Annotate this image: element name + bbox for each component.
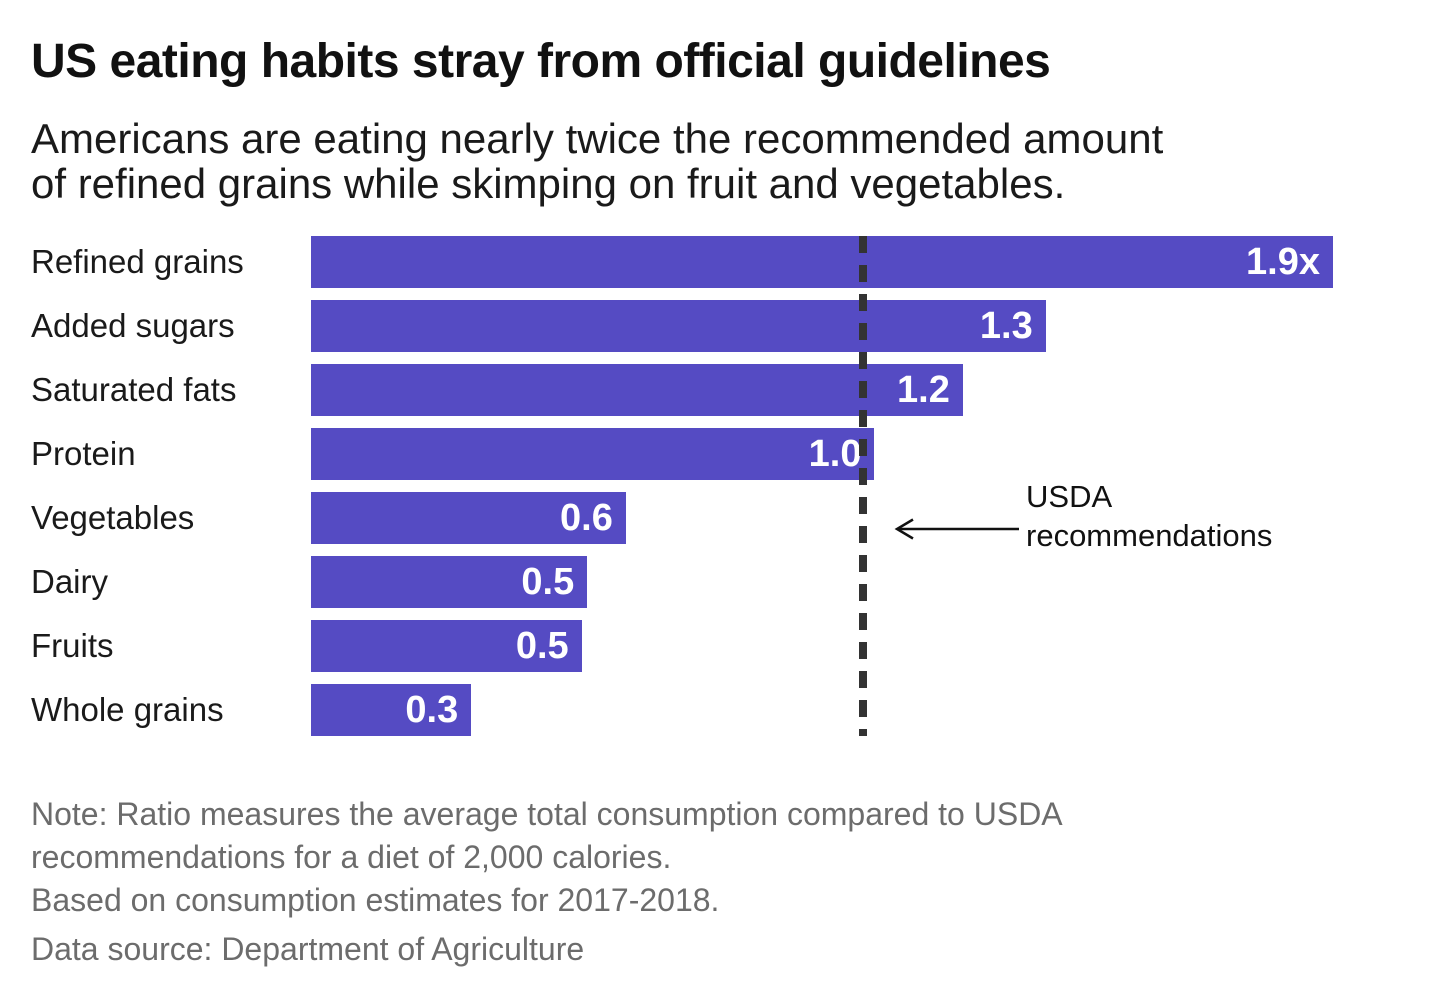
bar-track: 1.3 <box>311 300 1333 352</box>
bar-value-label: 0.5 <box>515 625 569 667</box>
category-label: Refined grains <box>31 243 244 280</box>
bar: 0.3 <box>311 684 472 736</box>
bar-value-label: 1.0 <box>808 433 862 475</box>
bar-chart: Refined grains 1.9x Added sugars 1.3 Saturat… <box>31 236 1410 736</box>
bar-value-label: 0.5 <box>521 561 575 603</box>
bar: 1.9x <box>311 236 1333 288</box>
category-label: Fruits <box>31 627 114 664</box>
chart-title: US eating habits stray from official gui… <box>31 35 1051 88</box>
category-label: Vegetables <box>31 499 195 536</box>
bar: 0.5 <box>311 620 582 672</box>
subtitle-line: of refined grains while skimping on frui… <box>31 160 1066 207</box>
category-label: Whole grains <box>31 691 224 728</box>
chart-rows: Refined grains 1.9x Added sugars 1.3 Saturat… <box>31 236 1410 736</box>
bar-value-label: 0.6 <box>560 497 613 539</box>
bar-value-label: 1.3 <box>979 305 1033 347</box>
bar-track: 1.2 <box>311 364 1333 416</box>
chart-row: Protein 1.0 <box>31 428 1410 480</box>
note-line: Note: Ratio measures the average total c… <box>31 796 1063 832</box>
category-label: Protein <box>31 435 136 472</box>
chart-subtitle: Americans are eating nearly twice the re… <box>31 116 1410 206</box>
chart-row: Refined grains 1.9x <box>31 236 1410 288</box>
bar: 1.0 <box>311 428 875 480</box>
chart-row: Vegetables 0.6 <box>31 492 1410 544</box>
subtitle-line: Americans are eating nearly twice the re… <box>31 115 1164 162</box>
bar-track: 1.9x <box>311 236 1333 288</box>
chart-notes: Note: Ratio measures the average total c… <box>31 793 1410 922</box>
bar-track: 0.6 <box>311 492 1333 544</box>
bar: 0.5 <box>311 556 588 608</box>
note-line: recommendations for a diet of 2,000 calo… <box>31 839 672 875</box>
bar: 1.2 <box>311 364 963 416</box>
chart-row: Dairy 0.5 <box>31 556 1410 608</box>
bar-value-label: 0.3 <box>405 689 459 731</box>
bar-track: 0.3 <box>311 684 1333 736</box>
chart-row: Whole grains 0.3 <box>31 684 1410 736</box>
chart-row: Added sugars 1.3 <box>31 300 1410 352</box>
bar: 1.3 <box>311 300 1046 352</box>
note-line: Based on consumption estimates for 2017-… <box>31 882 720 918</box>
chart-row: Saturated fats 1.2 <box>31 364 1410 416</box>
bar-track: 1.0 <box>311 428 1333 480</box>
bar-value-label: 1.9x <box>1246 241 1320 283</box>
category-label: Added sugars <box>31 307 235 344</box>
bar-track: 0.5 <box>311 620 1333 672</box>
chart-row: Fruits 0.5 <box>31 620 1410 672</box>
bar: 0.6 <box>311 492 626 544</box>
bar-track: 0.5 <box>311 556 1333 608</box>
category-label: Dairy <box>31 563 109 600</box>
category-label: Saturated fats <box>31 371 237 408</box>
bar-value-label: 1.2 <box>897 369 950 411</box>
data-source: Data source: Department of Agriculture <box>31 931 585 967</box>
